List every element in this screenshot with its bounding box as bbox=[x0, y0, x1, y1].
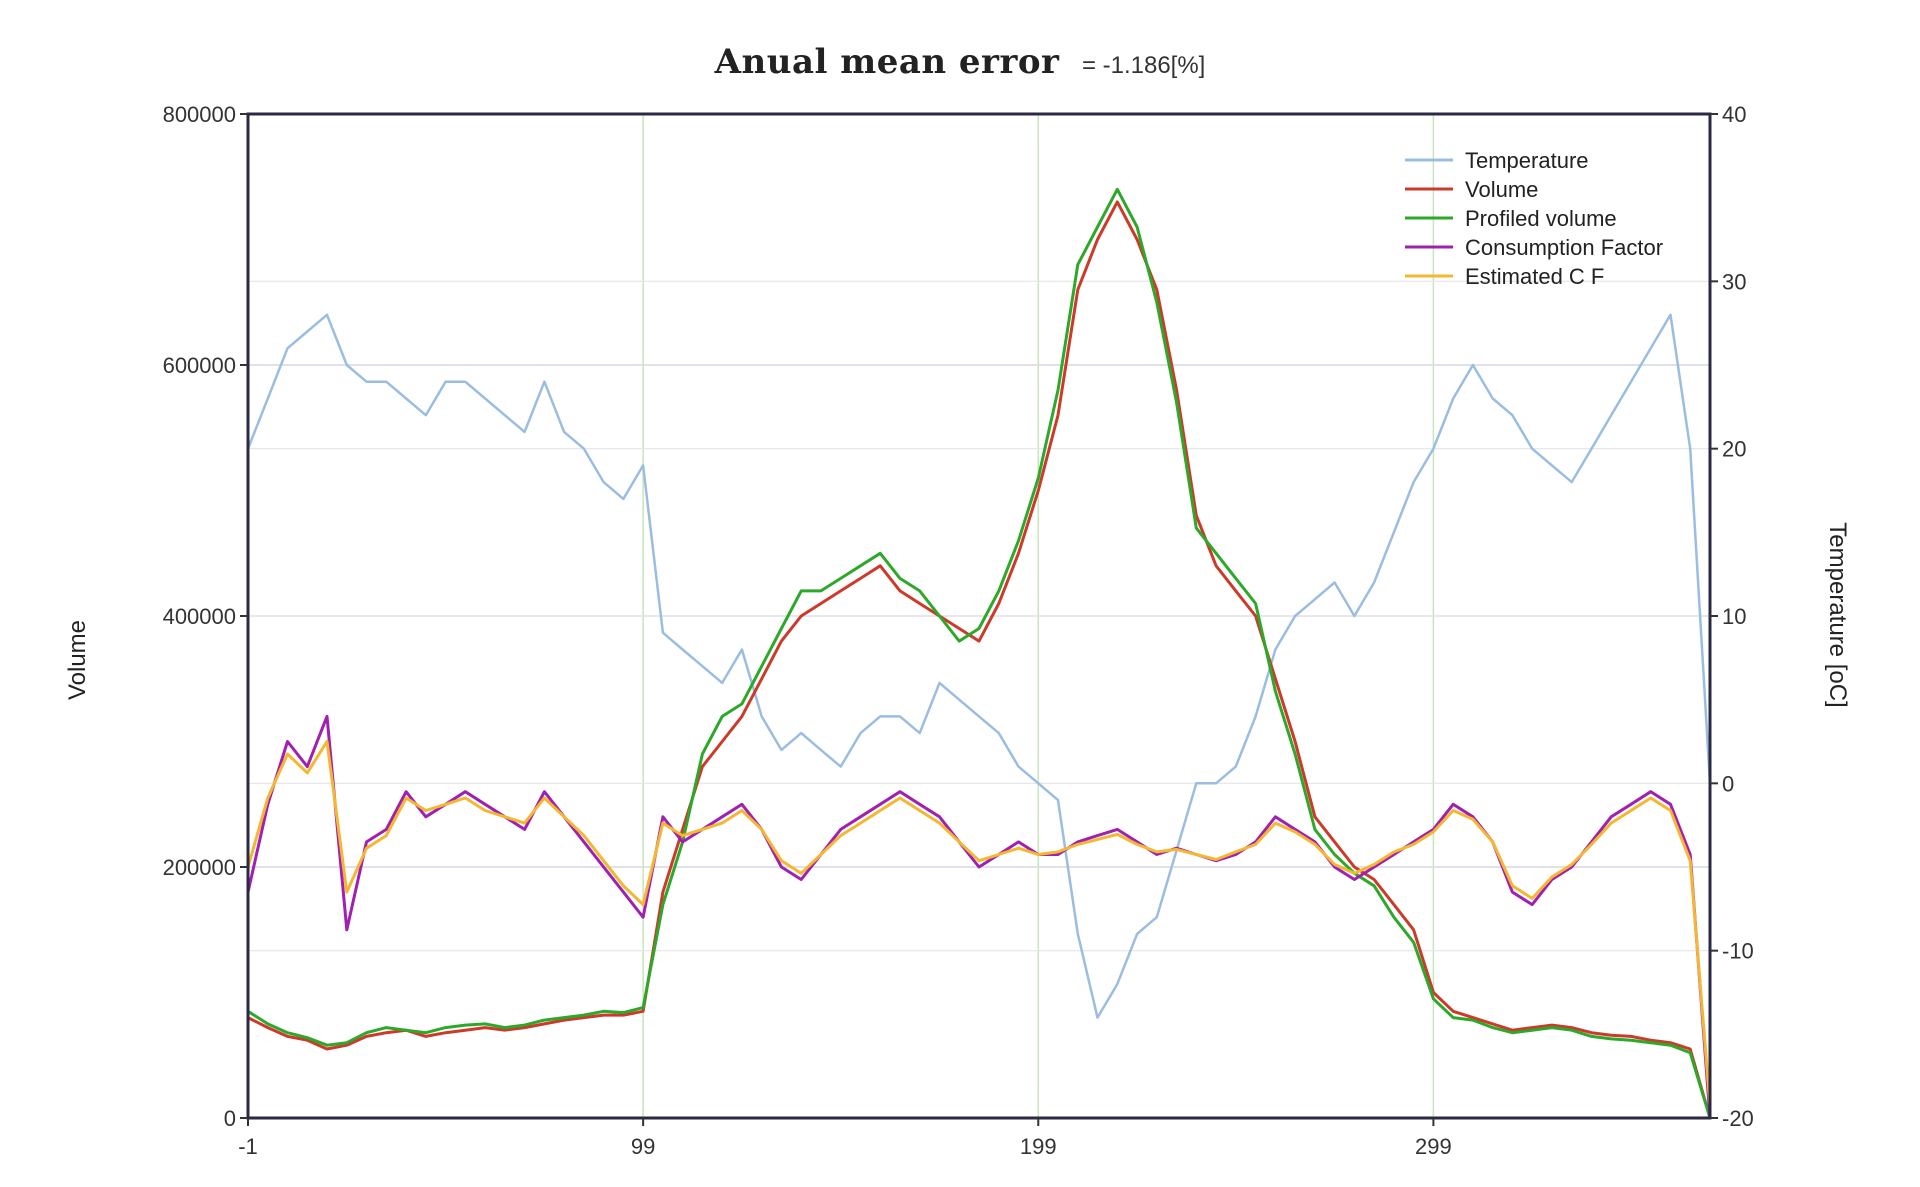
y-right-tick-label: 40 bbox=[1722, 102, 1746, 127]
legend-label: Consumption Factor bbox=[1465, 235, 1663, 260]
legend-label: Profiled volume bbox=[1465, 206, 1617, 231]
chart-title: Anual mean error bbox=[714, 42, 1060, 82]
x-tick-label: 199 bbox=[1020, 1134, 1057, 1159]
y-tick-label: 400000 bbox=[163, 604, 236, 629]
x-tick-label: -1 bbox=[238, 1134, 258, 1159]
x-tick-label: 99 bbox=[631, 1134, 655, 1159]
series-line-consumption-factor bbox=[246, 714, 1712, 1119]
y-right-tick-label: 0 bbox=[1722, 771, 1734, 796]
y-right-tick-label: 20 bbox=[1722, 437, 1746, 462]
y-right-tick-label: 30 bbox=[1722, 269, 1746, 294]
series-line-volume bbox=[247, 200, 1712, 1119]
y-tick-label: 0 bbox=[224, 1106, 236, 1131]
series-line-temperature bbox=[246, 313, 1712, 1019]
series-line-profiled-volume bbox=[247, 187, 1712, 1119]
legend-label: Temperature bbox=[1465, 148, 1589, 173]
chart-subtitle: = -1.186[%] bbox=[1081, 52, 1206, 79]
y-axis-label-left: Volume bbox=[64, 620, 91, 700]
axis-layer: 0 200000 400000 600000 800000 -20 -10 0 10 20 30 40… bbox=[163, 102, 1754, 1159]
legend-label: Estimated C F bbox=[1465, 264, 1604, 289]
y-axis-label-right: Temperature [oC] bbox=[1824, 522, 1851, 707]
x-tick-label: 299 bbox=[1415, 1134, 1452, 1159]
legend: Temperature Volume Profiled volume Consumpt… bbox=[1405, 148, 1663, 289]
series-layer bbox=[246, 187, 1712, 1119]
y-tick-label: 600000 bbox=[163, 353, 236, 378]
legend-label: Volume bbox=[1465, 177, 1538, 202]
y-right-tick-label: 10 bbox=[1722, 604, 1746, 629]
chart-title-row: Anual mean error = -1.186[%] bbox=[0, 42, 1920, 82]
y-right-tick-label: -10 bbox=[1722, 939, 1754, 964]
y-tick-label: 200000 bbox=[163, 855, 236, 880]
series-line-estimated-c-f bbox=[246, 740, 1712, 1106]
y-tick-label: 800000 bbox=[163, 102, 236, 127]
y-right-tick-label: -20 bbox=[1722, 1106, 1754, 1131]
